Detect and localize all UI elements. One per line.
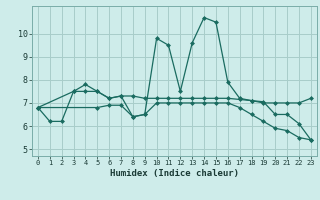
X-axis label: Humidex (Indice chaleur): Humidex (Indice chaleur) [110, 169, 239, 178]
